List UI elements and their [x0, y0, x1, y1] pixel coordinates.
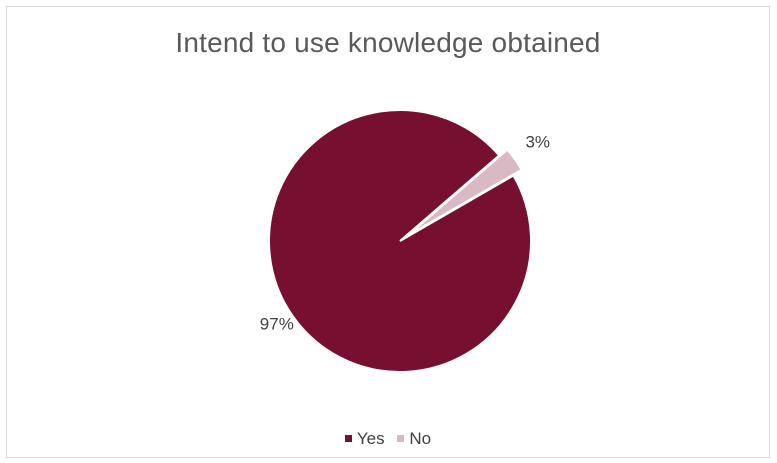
- legend-swatch-no: [397, 435, 405, 442]
- legend-item-no: No: [397, 429, 431, 449]
- legend-label-no: No: [409, 428, 432, 448]
- data-label-no: 3%: [525, 133, 550, 152]
- pie-data-labels: 97% 3%: [260, 133, 550, 334]
- legend-swatch-yes: [344, 435, 352, 442]
- legend-item-yes: Yes: [344, 428, 385, 449]
- legend-label-yes: Yes: [356, 428, 385, 448]
- pie-slices: [268, 109, 532, 373]
- chart-title: Intend to use knowledge obtained: [175, 27, 601, 58]
- pie-slice-yes: [268, 109, 532, 373]
- pie-chart: 97% 3%: [260, 109, 550, 373]
- chart-area: Intend to use knowledge obtained 97% 3% Y…: [6, 6, 770, 458]
- data-label-yes: 97%: [260, 314, 294, 333]
- chart-legend: Yes No: [7, 427, 769, 449]
- pie-slice-no: [407, 148, 523, 237]
